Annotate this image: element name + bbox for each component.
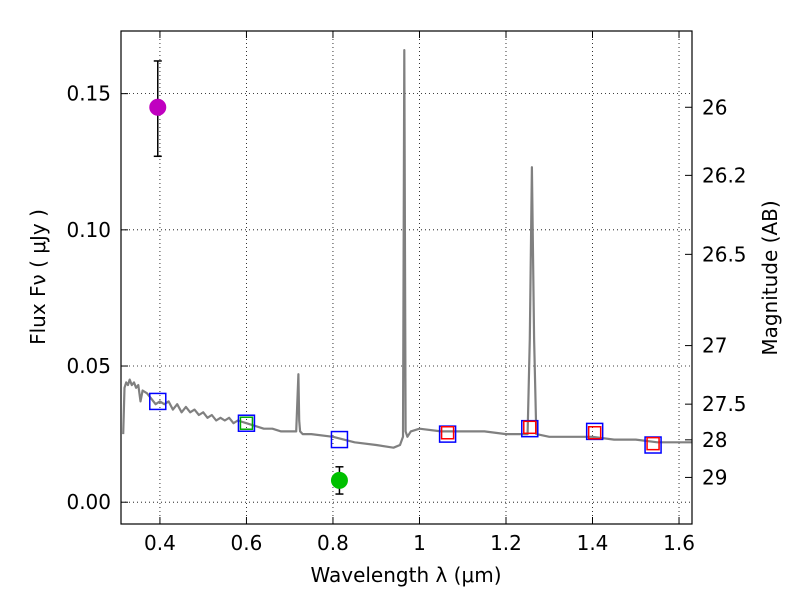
- observed-data-point: [330, 471, 348, 489]
- y-tick-label: 0.15: [66, 82, 111, 106]
- data-markers: [149, 60, 662, 495]
- photometry-square-marker: [440, 426, 455, 440]
- photometry-square-marker: [646, 436, 660, 451]
- model-spectrum-layer: [122, 48, 692, 449]
- x-tick-label: 0.4: [144, 531, 176, 555]
- grid: [121, 31, 692, 524]
- x-tick-label: 0.6: [231, 531, 263, 555]
- right-tick-label: 26.5: [702, 242, 747, 266]
- right-tick-label: 28: [702, 428, 727, 452]
- model-spectrum-line: [122, 48, 692, 449]
- photometry-square-marker: [523, 420, 537, 435]
- y-tick-label: 0.05: [66, 354, 111, 378]
- right-tick-label: 29: [702, 465, 727, 489]
- x-tick-label: 1.4: [577, 531, 609, 555]
- right-tick-label: 26.2: [702, 163, 747, 187]
- x-tick-label: 1.6: [663, 531, 695, 555]
- photometry-square-marker: [239, 416, 254, 430]
- photometry-square-marker: [587, 426, 602, 440]
- x-tick-label: 1.2: [490, 531, 522, 555]
- photometry-square-marker: [237, 414, 256, 432]
- photometry-square-marker: [330, 430, 349, 449]
- y-tick-label: 0.00: [66, 490, 111, 514]
- y-axis-label: Flux Fν ( μJy ): [26, 209, 50, 345]
- right-tick-label: 26: [702, 95, 727, 119]
- photometry-square-marker: [149, 392, 167, 411]
- y-tick-label: 0.10: [66, 218, 111, 242]
- plot-frame: [120, 30, 693, 525]
- x-tick-label: 0.8: [317, 531, 349, 555]
- right-axis-label: Magnitude (AB): [758, 200, 782, 355]
- x-axis-label: Wavelength λ (μm): [310, 563, 501, 587]
- right-tick-label: 27.5: [702, 392, 747, 416]
- observed-data-point: [149, 98, 167, 116]
- x-tick-label: 1: [413, 531, 426, 555]
- right-tick-label: 27: [702, 334, 727, 358]
- axis-ticks: 0.4 0.6 0.8 1 1.2 1.4 1.6 0.00 0.05 0.10 0.15 26 26.…: [66, 31, 747, 555]
